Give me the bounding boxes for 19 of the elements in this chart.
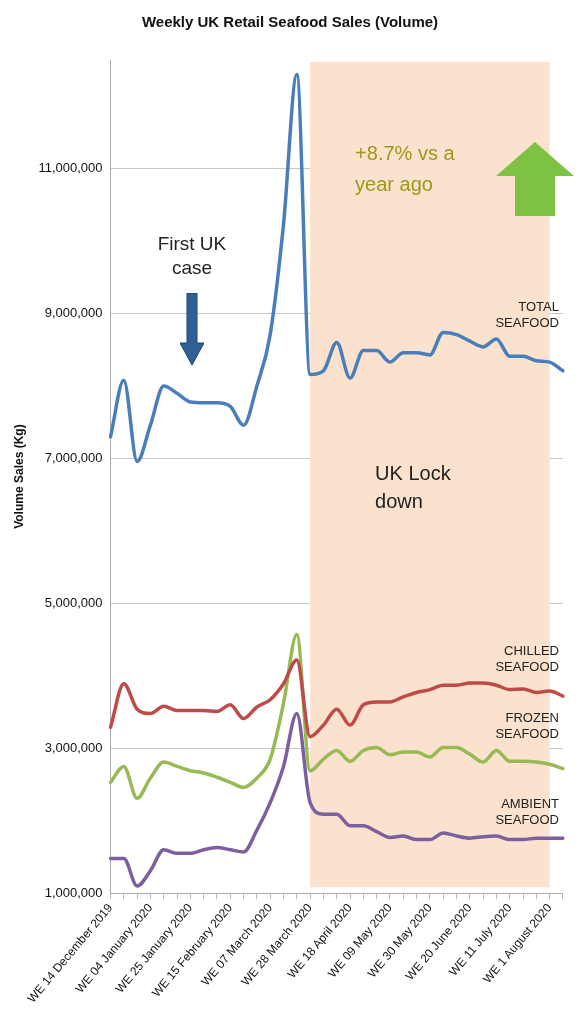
y-tick-label: 11,000,000 bbox=[38, 160, 103, 176]
series-label: TOTAL SEAFOOD bbox=[495, 298, 559, 330]
y-axis-title: Volume Sales (Kg) bbox=[11, 424, 26, 529]
chart-title: Weekly UK Retail Seafood Sales (Volume) bbox=[141, 13, 439, 31]
y-tick-label: 7,000,000 bbox=[44, 450, 103, 466]
line-series bbox=[108, 711, 565, 888]
y-tick-label: 9,000,000 bbox=[44, 305, 103, 321]
line-series bbox=[108, 632, 565, 801]
annotation: First UK case bbox=[157, 233, 227, 278]
series-label: CHILLED SEAFOOD bbox=[495, 643, 559, 675]
y-tick-label: 5,000,000 bbox=[44, 594, 103, 610]
annotation: +8.7% vs a year ago bbox=[355, 142, 456, 195]
series-label: AMBIENT SEAFOOD bbox=[495, 795, 560, 827]
line-series bbox=[108, 658, 565, 739]
series-label: FROZEN SEAFOOD bbox=[495, 710, 559, 742]
line-series bbox=[108, 72, 565, 464]
band-label: UK Lock down bbox=[375, 462, 452, 512]
y-tick-label: 3,000,000 bbox=[44, 739, 103, 755]
y-tick-label: 1,000,000 bbox=[44, 884, 103, 900]
